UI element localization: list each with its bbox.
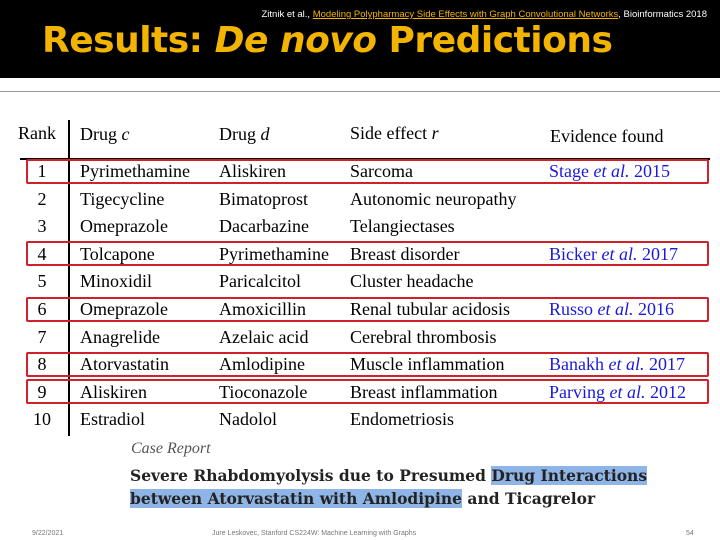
cell-side-effect: Muscle inflammation bbox=[350, 354, 505, 375]
cell-rank: 6 bbox=[37, 299, 47, 319]
cell-evidence: Parving et al. 2012 bbox=[549, 381, 686, 402]
header-drug-d: Drug d bbox=[219, 124, 270, 144]
citation-link[interactable]: Modeling Polypharmacy Side Effects with … bbox=[312, 9, 619, 20]
table-row: 2 Tigecycline Bimatoprost Autonomic neuropa… bbox=[14, 186, 714, 213]
footer-credit: Jure Leskovec, Stanford CS224W: Machine … bbox=[212, 530, 417, 537]
footer-page-number: 54 bbox=[686, 530, 694, 537]
cell-side-effect: Sarcoma bbox=[350, 161, 413, 181]
cell-drug-d: Aliskiren bbox=[219, 161, 286, 181]
cell-side-effect: Cerebral thrombosis bbox=[350, 326, 497, 347]
highlight-box bbox=[26, 296, 709, 322]
title-italic: De novo bbox=[214, 20, 377, 61]
cell-drug-c: Atorvastatin bbox=[80, 354, 169, 375]
cell-rank: 9 bbox=[37, 381, 47, 402]
title-prefix: Results: bbox=[42, 20, 215, 61]
slide-header: Zitnik et al., Modeling Polypharmacy Sid… bbox=[0, 0, 720, 78]
citation: Zitnik et al., Modeling Polypharmacy Sid… bbox=[262, 9, 708, 20]
highlight-box bbox=[26, 351, 709, 377]
cell-drug-d: Amoxicillin bbox=[219, 299, 306, 319]
cell-rank: 4 bbox=[37, 243, 47, 264]
cell-side-effect: Renal tubular acidosis bbox=[350, 299, 510, 319]
cell-drug-d: Paricalcitol bbox=[219, 271, 301, 292]
case-title-line-2: between Atorvastatin with Amlodipine and… bbox=[130, 489, 596, 508]
table-row: 3 Omeprazole Dacarbazine Telangiectases bbox=[14, 213, 714, 240]
header-side-effect: Side effect r bbox=[350, 123, 439, 143]
cell-drug-c: Pyrimethamine bbox=[80, 161, 190, 181]
highlight-box bbox=[26, 241, 709, 267]
cell-drug-c: Anagrelide bbox=[80, 326, 160, 347]
cell-evidence: Russo et al. 2016 bbox=[549, 299, 675, 319]
cell-drug-c: Tigecycline bbox=[80, 188, 165, 209]
cell-evidence: Stage et al. 2015 bbox=[549, 161, 670, 181]
cell-drug-d: Azelaic acid bbox=[219, 326, 309, 347]
highlight-box bbox=[26, 158, 709, 184]
cell-rank: 7 bbox=[37, 326, 47, 347]
cell-side-effect: Cluster headache bbox=[350, 271, 474, 292]
cell-side-effect: Autonomic neuropathy bbox=[350, 188, 517, 209]
table-row: 5 Minoxidil Paricalcitol Cluster headache bbox=[14, 268, 714, 295]
cell-side-effect: Breast disorder bbox=[350, 243, 460, 264]
cell-rank: 5 bbox=[37, 271, 47, 292]
slide-title: Results: De novo Predictions bbox=[42, 20, 613, 61]
cell-evidence: Bicker et al. 2017 bbox=[549, 243, 678, 264]
table-row: 8 Atorvastatin Amlodipine Muscle inflammati… bbox=[14, 351, 714, 378]
cell-drug-d: Pyrimethamine bbox=[219, 243, 329, 264]
case-title-line-1: Severe Rhabdomyolysis due to Presumed Dr… bbox=[130, 466, 648, 485]
cell-drug-d: Amlodipine bbox=[219, 354, 305, 375]
cell-rank: 3 bbox=[37, 216, 47, 237]
cell-drug-c: Tolcapone bbox=[80, 243, 155, 264]
title-suffix: Predictions bbox=[376, 20, 613, 61]
table-row: 1 Pyrimethamine Aliskiren Sarcoma Stage et a… bbox=[14, 158, 714, 185]
table-row: 9 Aliskiren Tioconazole Breast inflammation… bbox=[14, 379, 714, 406]
table-row: 7 Anagrelide Azelaic acid Cerebral thrombos… bbox=[14, 324, 714, 351]
cell-side-effect: Telangiectases bbox=[350, 216, 455, 237]
header-rank: Rank bbox=[18, 123, 56, 143]
citation-suffix: , Bioinformatics 2018 bbox=[618, 9, 707, 20]
cell-drug-d: Tioconazole bbox=[219, 381, 308, 402]
cell-drug-c: Omeprazole bbox=[80, 299, 168, 319]
table-row: 4 Tolcapone Pyrimethamine Breast disorder Bi… bbox=[14, 241, 714, 268]
cell-drug-d: Dacarbazine bbox=[219, 216, 309, 237]
cell-drug-c: Omeprazole bbox=[80, 216, 168, 237]
header-drug-c: Drug c bbox=[80, 124, 130, 144]
cell-drug-c: Aliskiren bbox=[80, 381, 147, 402]
table-row: 6 Omeprazole Amoxicillin Renal tubular acid… bbox=[14, 296, 714, 323]
cell-rank: 10 bbox=[33, 409, 51, 430]
case-highlight-1: Drug Interactions bbox=[491, 466, 648, 485]
cell-rank: 8 bbox=[37, 354, 47, 375]
cell-side-effect: Endometriosis bbox=[350, 409, 454, 430]
cell-drug-c: Minoxidil bbox=[80, 271, 153, 292]
case-highlight-2: between Atorvastatin with Amlodipine bbox=[130, 489, 462, 508]
cell-evidence: Banakh et al. 2017 bbox=[549, 354, 685, 375]
highlight-box bbox=[26, 379, 709, 405]
footer-date: 9/22/2021 bbox=[32, 530, 64, 537]
citation-prefix: Zitnik et al., bbox=[261, 9, 313, 20]
cell-side-effect: Breast inflammation bbox=[350, 381, 498, 402]
cell-rank: 1 bbox=[37, 161, 47, 181]
cell-drug-c: Estradiol bbox=[80, 409, 145, 430]
table-vertical-rule bbox=[68, 120, 70, 436]
case-report-label: Case Report bbox=[131, 440, 211, 457]
header-divider bbox=[0, 91, 720, 92]
predictions-table: Rank Drug c Drug d Side effect r Evidenc… bbox=[14, 120, 714, 440]
cell-drug-d: Bimatoprost bbox=[219, 188, 308, 209]
header-evidence: Evidence found bbox=[550, 126, 664, 146]
case-report-title: Severe Rhabdomyolysis due to Presumed Dr… bbox=[130, 464, 648, 510]
cell-drug-d: Nadolol bbox=[219, 409, 277, 430]
table-row: 10 Estradiol Nadolol Endometriosis bbox=[14, 406, 714, 433]
cell-rank: 2 bbox=[37, 188, 47, 209]
